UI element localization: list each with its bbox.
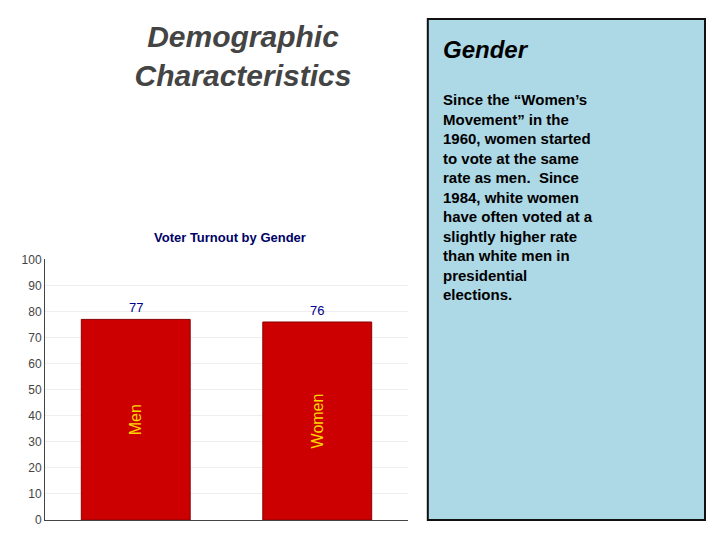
svg-text:30: 30 bbox=[28, 435, 42, 449]
svg-text:60: 60 bbox=[28, 357, 42, 371]
svg-text:77: 77 bbox=[129, 300, 143, 315]
svg-text:50: 50 bbox=[28, 383, 42, 397]
svg-text:10: 10 bbox=[28, 487, 42, 501]
svg-text:80: 80 bbox=[28, 305, 42, 319]
svg-text:100: 100 bbox=[22, 253, 42, 267]
svg-text:DemographicCharacteristics: DemographicCharacteristics bbox=[135, 20, 352, 92]
svg-text:Voter Turnout by Gender: Voter Turnout by Gender bbox=[154, 230, 306, 245]
svg-text:20: 20 bbox=[28, 461, 42, 475]
svg-text:Gender: Gender bbox=[443, 36, 529, 63]
svg-text:Men: Men bbox=[127, 404, 144, 435]
svg-text:Since the “Women’sMovement” in: Since the “Women’sMovement” in the1960, … bbox=[443, 91, 593, 303]
svg-text:40: 40 bbox=[28, 409, 42, 423]
svg-text:76: 76 bbox=[310, 303, 324, 318]
svg-text:0: 0 bbox=[35, 513, 42, 527]
svg-text:70: 70 bbox=[28, 331, 42, 345]
svg-text:90: 90 bbox=[28, 279, 42, 293]
svg-text:Women: Women bbox=[309, 394, 326, 449]
